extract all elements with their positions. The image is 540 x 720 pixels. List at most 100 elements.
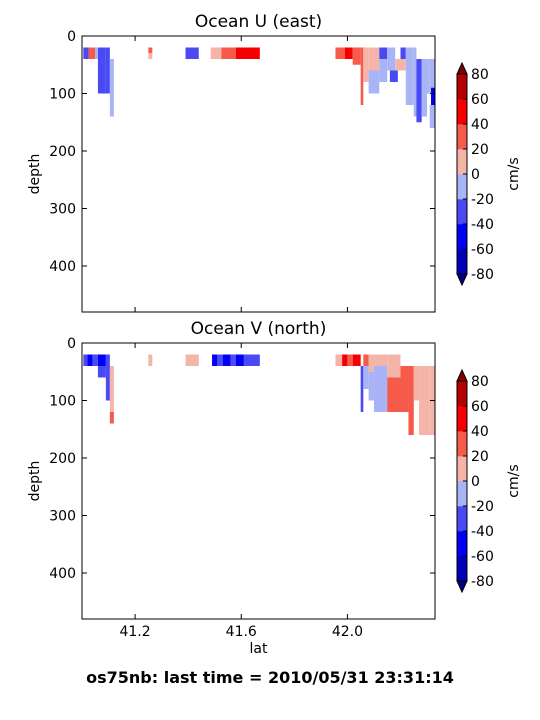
colorbar-tick-label: 60: [471, 92, 489, 108]
data-cell: [363, 354, 369, 366]
colorbar-segment: [457, 481, 467, 507]
data-cell: [185, 354, 199, 366]
data-cell: [405, 47, 414, 71]
x-tick-label: 41.6: [226, 624, 257, 640]
data-cell: [92, 354, 98, 366]
data-cell: [389, 70, 398, 82]
y-tick-label: 400: [49, 259, 76, 275]
data-cell: [400, 47, 406, 59]
colorbar-over-extension: [456, 61, 468, 75]
colorbar-tick-label: 40: [471, 424, 489, 440]
data-cell: [148, 53, 153, 59]
data-cell: [360, 47, 364, 77]
data-cell: [368, 371, 374, 401]
colorbar-tick-label: 60: [471, 399, 489, 415]
data-cell: [97, 59, 106, 94]
data-cell: [427, 59, 430, 94]
colorbar-over-extension: [456, 368, 468, 382]
colorbar-segment: [457, 149, 467, 175]
data-cell: [360, 366, 364, 412]
axes-frame: [81, 342, 436, 620]
colorbar-segment: [457, 224, 467, 250]
data-cell: [413, 366, 420, 401]
data-cell: [88, 47, 96, 59]
colorbar-tick-label: -20: [471, 499, 494, 515]
colorbar-segment: [457, 99, 467, 125]
colorbar-segment: [457, 406, 467, 432]
colorbar-under-extension: [456, 273, 468, 287]
colorbar-segment: [457, 174, 467, 200]
colorbar-segment: [457, 506, 467, 532]
data-cell: [429, 59, 435, 94]
colorbar-segment: [457, 249, 467, 275]
figure-caption: os75nb: last time = 2010/05/31 23:31:14: [86, 668, 454, 687]
x-axis-label: lat: [250, 641, 268, 657]
y-tick-label: 100: [49, 394, 76, 410]
data-cell: [342, 354, 348, 366]
y-axis-label: depth: [27, 154, 43, 195]
data-cell: [416, 59, 422, 123]
data-cell: [335, 47, 345, 59]
data-cell: [217, 354, 223, 366]
data-cell: [235, 47, 260, 59]
data-cell: [400, 59, 406, 71]
data-cell: [368, 70, 380, 94]
data-cell: [387, 377, 401, 412]
data-cell: [373, 366, 388, 412]
data-cell: [210, 47, 222, 59]
data-cell: [243, 354, 260, 366]
chart-title: Ocean V (north): [191, 319, 327, 339]
data-cells: [83, 47, 435, 128]
colorbar-segment: [457, 124, 467, 150]
colorbar-tick-label: 20: [471, 142, 489, 158]
colorbar-tick-label: -20: [471, 192, 494, 208]
y-tick-label: 200: [49, 451, 76, 467]
data-cell: [413, 47, 417, 117]
data-cell: [109, 366, 114, 412]
colorbar-tick-label: -80: [471, 574, 494, 590]
data-cell: [105, 354, 110, 401]
colorbar-segment: [457, 531, 467, 557]
data-cell: [373, 354, 388, 366]
colorbar-segment: [457, 74, 467, 100]
data-cell: [363, 366, 369, 389]
data-cell: [408, 366, 414, 435]
data-cell: [344, 47, 353, 59]
data-cell: [335, 354, 343, 366]
colorbar-tick-label: -60: [471, 242, 494, 258]
data-cell: [212, 354, 218, 366]
colorbar-segment: [457, 199, 467, 225]
colorbar-tick-label: 80: [471, 374, 489, 390]
y-tick-label: 200: [49, 144, 76, 160]
data-cell: [421, 59, 428, 117]
colorbar-segment: [457, 556, 467, 582]
data-cell: [222, 354, 231, 366]
data-cell: [395, 59, 401, 71]
data-cell: [379, 59, 388, 82]
y-tick-label: 300: [49, 202, 76, 218]
colorbar-label: cm/s: [506, 157, 522, 190]
y-tick-label: 300: [49, 509, 76, 525]
axes-frame: [81, 35, 436, 313]
colorbar-segment: [457, 431, 467, 457]
data-cell: [405, 70, 414, 105]
data-cell: [352, 47, 361, 65]
colorbar: -80 -60 -40 -20 0 20 40 60 80 cm/s: [456, 368, 522, 594]
data-cell: [230, 354, 236, 366]
data-cell: [97, 354, 106, 366]
y-tick-label: 0: [67, 336, 76, 352]
data-cell: [347, 354, 353, 366]
data-cell: [431, 87, 435, 105]
y-axis-label: depth: [27, 461, 43, 502]
data-cells: [83, 354, 435, 435]
colorbar-segment: [457, 381, 467, 407]
data-cell: [363, 59, 369, 82]
data-cell: [97, 47, 106, 59]
chart-title: Ocean U (east): [195, 12, 322, 32]
data-cell: [148, 47, 153, 54]
data-cell: [109, 412, 114, 424]
data-cell: [105, 47, 110, 94]
data-cell: [185, 47, 199, 59]
colorbar-under-extension: [456, 580, 468, 594]
